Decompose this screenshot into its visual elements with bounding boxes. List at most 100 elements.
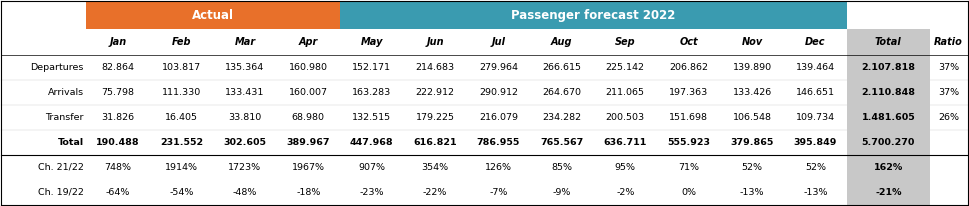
Text: 616.821: 616.821 (413, 138, 457, 147)
Text: Mar: Mar (234, 37, 256, 47)
Text: Jan: Jan (109, 37, 127, 47)
Bar (847, 105, 929, 130)
Text: -21%: -21% (875, 188, 901, 197)
Text: 765.567: 765.567 (541, 138, 583, 147)
Text: Jul: Jul (491, 37, 506, 47)
Text: Dec: Dec (805, 37, 826, 47)
Text: -22%: -22% (422, 188, 448, 197)
Text: 279.964: 279.964 (479, 63, 518, 72)
Text: -13%: -13% (803, 188, 828, 197)
Text: 395.849: 395.849 (794, 138, 837, 147)
Text: 222.912: 222.912 (416, 88, 454, 97)
Text: 0%: 0% (681, 188, 696, 197)
Text: 106.548: 106.548 (733, 113, 771, 122)
Text: -54%: -54% (170, 188, 194, 197)
Bar (86, 1, 340, 29)
Text: 2.107.818: 2.107.818 (861, 63, 916, 72)
Text: Nov: Nov (741, 37, 763, 47)
Text: 1723%: 1723% (229, 163, 262, 172)
Text: -13%: -13% (739, 188, 765, 197)
Text: 907%: 907% (359, 163, 386, 172)
Text: Actual: Actual (192, 9, 234, 22)
Text: -9%: -9% (552, 188, 571, 197)
Text: May: May (360, 37, 383, 47)
Text: Total: Total (58, 138, 84, 147)
Text: 200.503: 200.503 (606, 113, 644, 122)
Text: 160.980: 160.980 (289, 63, 328, 72)
Text: 231.552: 231.552 (160, 138, 203, 147)
Bar (340, 1, 847, 29)
Text: 197.363: 197.363 (669, 88, 708, 97)
Text: 37%: 37% (938, 88, 959, 97)
Text: -48%: -48% (233, 188, 257, 197)
Text: 133.426: 133.426 (733, 88, 771, 97)
Text: Ratio: Ratio (934, 37, 963, 47)
Text: 379.865: 379.865 (731, 138, 774, 147)
Text: -7%: -7% (489, 188, 508, 197)
Text: 163.283: 163.283 (352, 88, 391, 97)
Text: Ch. 21/22: Ch. 21/22 (38, 163, 84, 172)
Text: 135.364: 135.364 (225, 63, 265, 72)
Bar (847, 155, 929, 180)
Text: 1967%: 1967% (292, 163, 325, 172)
Text: 636.711: 636.711 (604, 138, 647, 147)
Text: 52%: 52% (805, 163, 826, 172)
Text: 33.810: 33.810 (229, 113, 262, 122)
Text: 95%: 95% (614, 163, 636, 172)
Text: 109.734: 109.734 (796, 113, 835, 122)
Text: Transfer: Transfer (46, 113, 84, 122)
Text: 139.890: 139.890 (733, 63, 771, 72)
Text: 216.079: 216.079 (479, 113, 518, 122)
Text: 1914%: 1914% (165, 163, 198, 172)
Text: 354%: 354% (422, 163, 449, 172)
Text: 162%: 162% (874, 163, 903, 172)
Text: 37%: 37% (938, 63, 959, 72)
Text: 126%: 126% (485, 163, 512, 172)
Text: -64%: -64% (106, 188, 130, 197)
Text: 152.171: 152.171 (352, 63, 391, 72)
Text: Aug: Aug (551, 37, 573, 47)
Bar (847, 180, 929, 205)
Text: Departures: Departures (30, 63, 84, 72)
Text: 52%: 52% (741, 163, 763, 172)
Text: 264.670: 264.670 (543, 88, 581, 97)
Text: 111.330: 111.330 (162, 88, 202, 97)
Text: Apr: Apr (298, 37, 318, 47)
Text: Arrivals: Arrivals (47, 88, 84, 97)
Text: Ch. 19/22: Ch. 19/22 (38, 188, 84, 197)
Text: 214.683: 214.683 (416, 63, 454, 72)
Text: -23%: -23% (359, 188, 384, 197)
Bar (847, 29, 929, 55)
Text: Feb: Feb (172, 37, 191, 47)
Text: Jun: Jun (426, 37, 444, 47)
Text: 389.967: 389.967 (287, 138, 330, 147)
Text: 132.515: 132.515 (352, 113, 391, 122)
Text: 16.405: 16.405 (165, 113, 198, 122)
Text: 146.651: 146.651 (796, 88, 835, 97)
Text: 190.488: 190.488 (96, 138, 140, 147)
Text: 31.826: 31.826 (102, 113, 135, 122)
Text: Sep: Sep (615, 37, 636, 47)
Text: 82.864: 82.864 (102, 63, 135, 72)
Bar (847, 80, 929, 105)
Text: 1.481.605: 1.481.605 (861, 113, 916, 122)
Text: 302.605: 302.605 (224, 138, 266, 147)
Text: 75.798: 75.798 (102, 88, 135, 97)
Text: 139.464: 139.464 (796, 63, 835, 72)
Text: 555.923: 555.923 (668, 138, 710, 147)
Text: 748%: 748% (105, 163, 132, 172)
Text: Total: Total (875, 37, 902, 47)
Text: 786.955: 786.955 (477, 138, 520, 147)
Bar (847, 55, 929, 80)
Text: 225.142: 225.142 (606, 63, 644, 72)
Text: 71%: 71% (678, 163, 700, 172)
Text: 211.065: 211.065 (606, 88, 644, 97)
Text: 26%: 26% (938, 113, 959, 122)
Text: 447.968: 447.968 (350, 138, 393, 147)
Text: 234.282: 234.282 (543, 113, 581, 122)
Text: Passenger forecast 2022: Passenger forecast 2022 (512, 9, 675, 22)
Text: Oct: Oct (679, 37, 698, 47)
Text: 133.431: 133.431 (225, 88, 265, 97)
Text: -2%: -2% (616, 188, 635, 197)
Text: 68.980: 68.980 (292, 113, 325, 122)
